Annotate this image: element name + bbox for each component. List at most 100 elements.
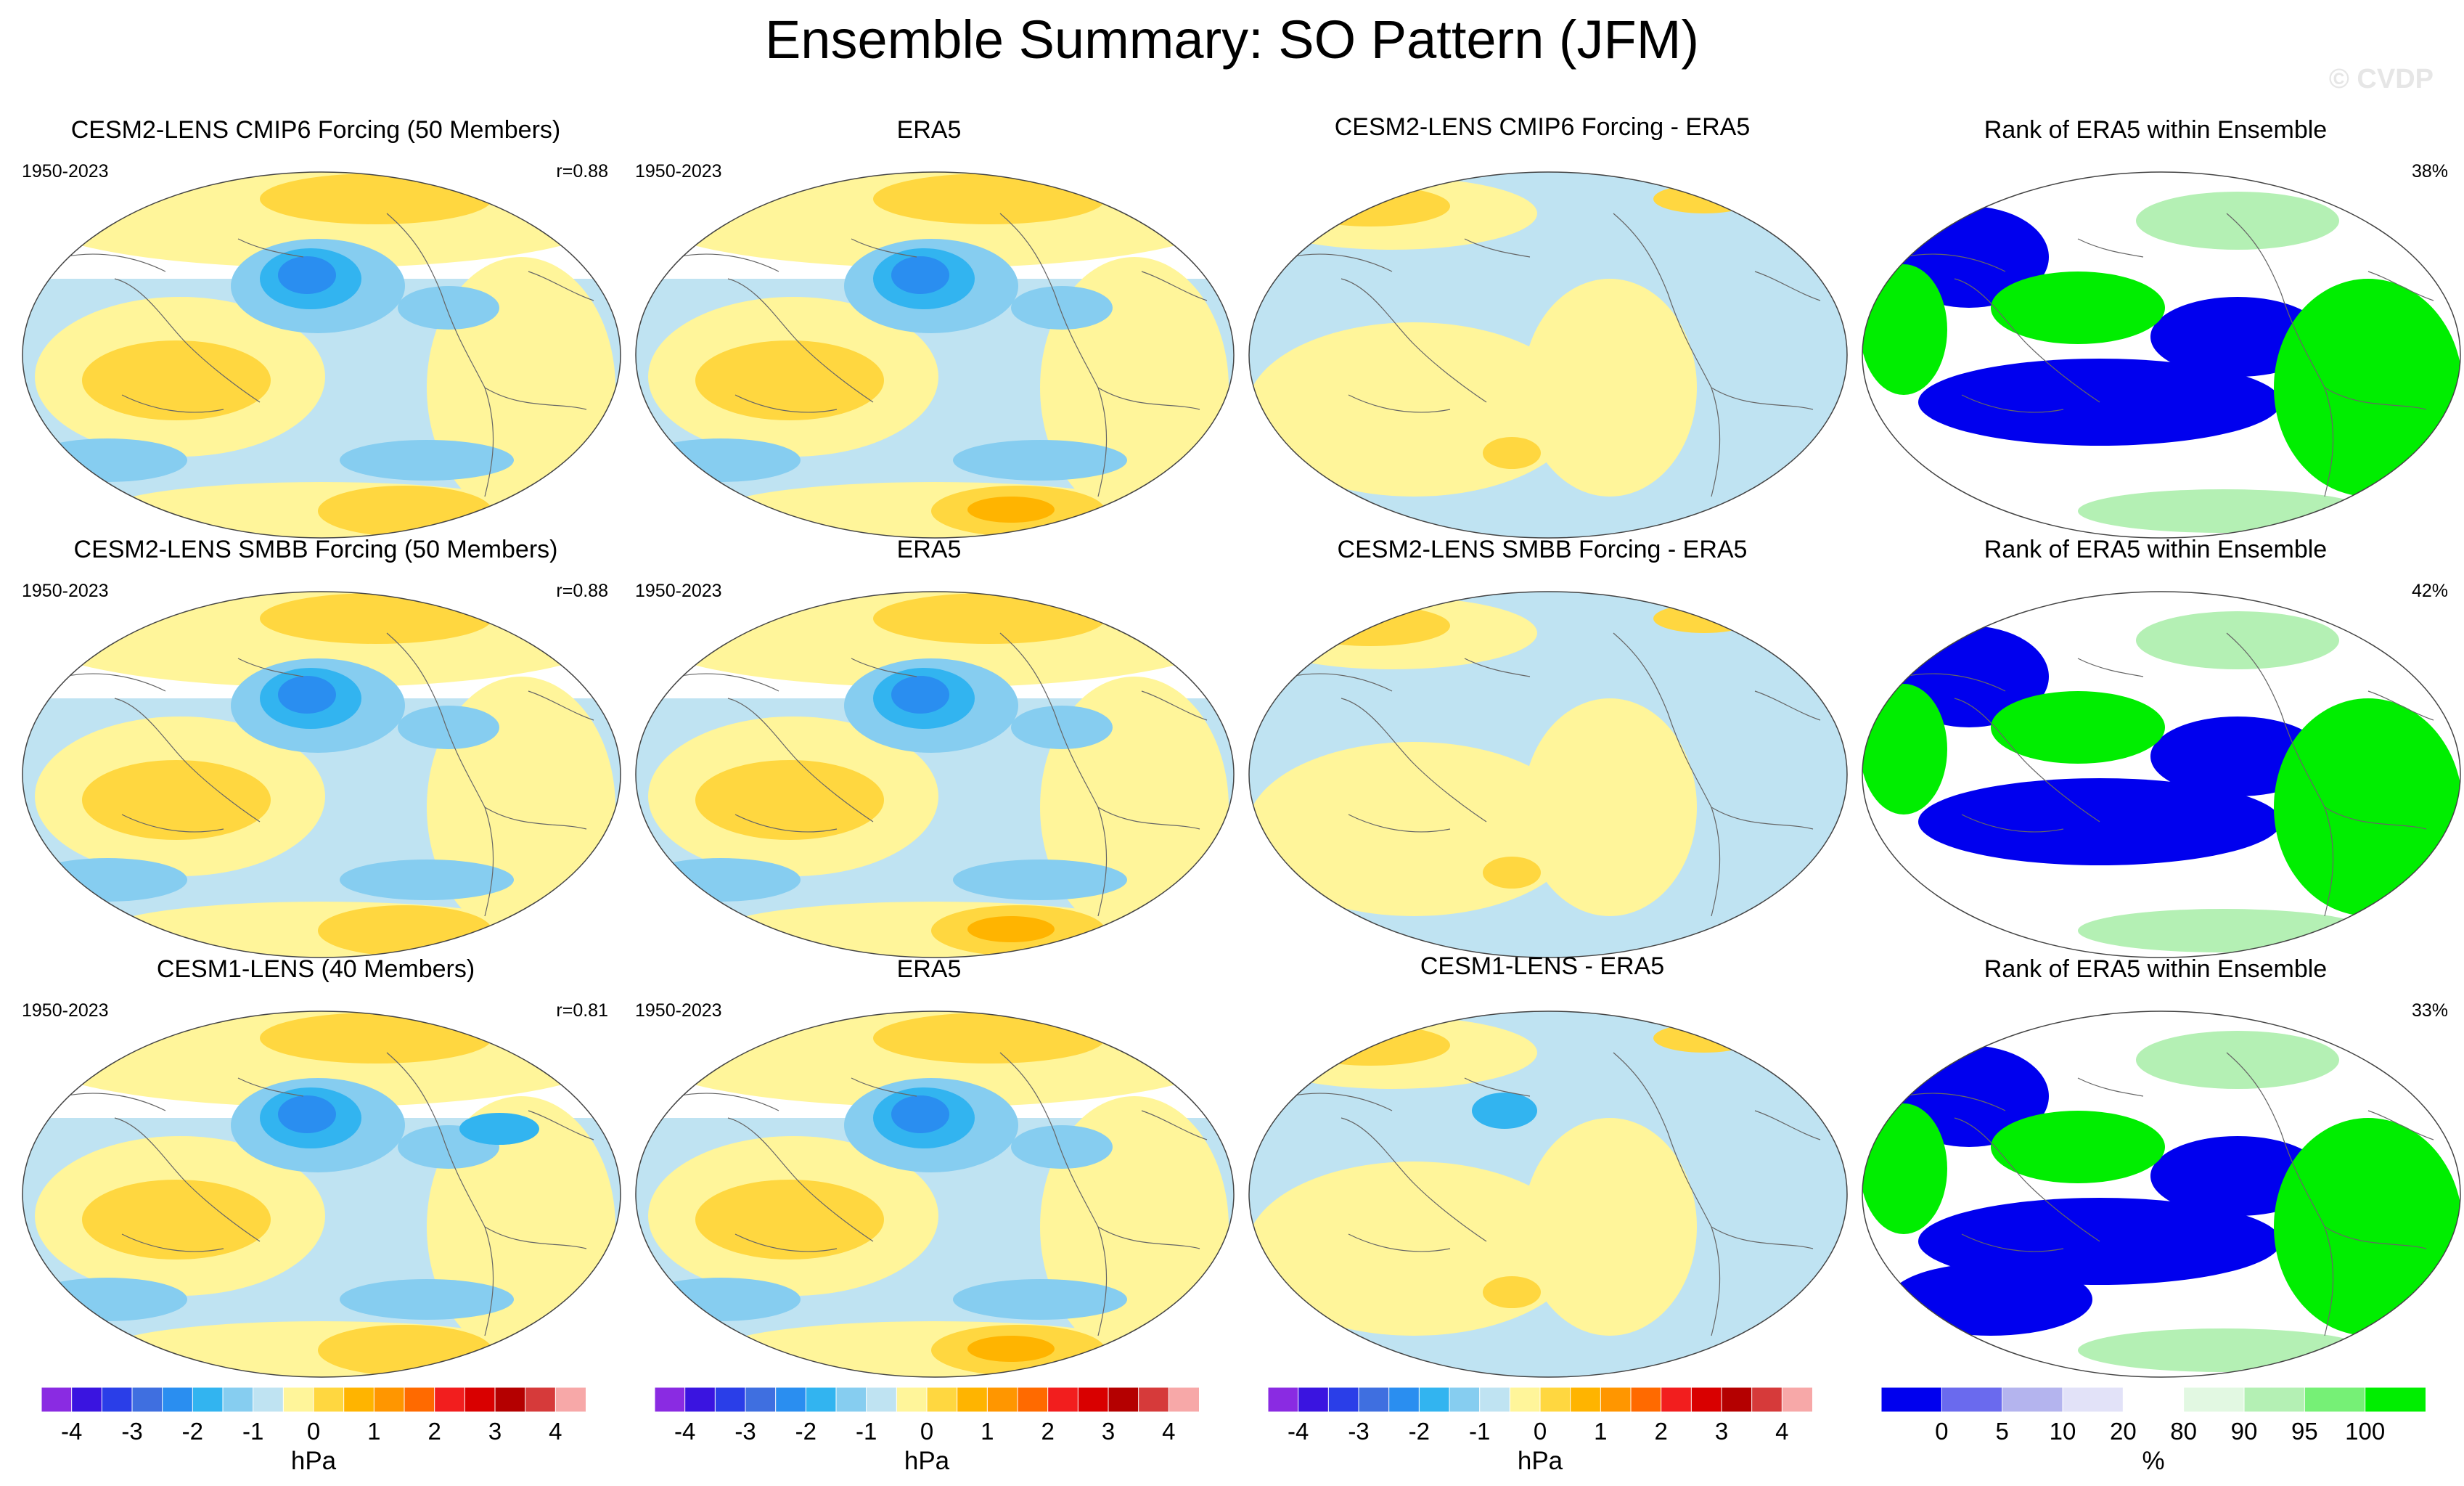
colorbar-swatch — [1327, 1387, 1360, 1413]
rank-percent: 42% — [2411, 581, 2448, 601]
colorbar-swatch — [101, 1387, 134, 1413]
field-region — [641, 858, 801, 902]
colorbar-tick-label: -2 — [181, 1418, 203, 1445]
map-border — [22, 1011, 621, 1378]
colorbar-tick-label: -3 — [121, 1418, 143, 1445]
pattern-correlation: r=0.81 — [556, 1000, 608, 1021]
field-region — [2136, 611, 2339, 669]
field-region — [1290, 186, 1450, 226]
colorbar-unit: hPa — [1517, 1447, 1563, 1475]
field-region — [1011, 1125, 1113, 1169]
panel-rank-row2: Rank of ERA5 within Ensemble 42% — [1854, 536, 2461, 958]
colorbar-tick-label: 20 — [2109, 1418, 2137, 1445]
pattern-correlation: r=0.88 — [556, 161, 608, 181]
colorbar-swatch — [525, 1387, 557, 1413]
colorbar-tick-label: -4 — [674, 1418, 696, 1445]
colorbar-swatch — [1600, 1387, 1632, 1413]
period-label: 1950-2023 — [22, 581, 109, 601]
field-region — [1290, 1025, 1450, 1066]
field-region — [1290, 605, 1450, 646]
field-region — [953, 1279, 1127, 1320]
field-region — [2274, 1118, 2460, 1336]
colorbar-swatch — [162, 1387, 194, 1413]
colorbar-swatch — [1168, 1387, 1199, 1413]
map-border — [1862, 591, 2461, 958]
map-border — [22, 171, 621, 539]
field-region — [82, 1180, 271, 1260]
map-border — [635, 1011, 1235, 1378]
colorbar-tick-label: -1 — [1468, 1418, 1491, 1445]
colorbar-tick-label: 0 — [1935, 1418, 1949, 1445]
colorbar-swatch — [2122, 1387, 2185, 1413]
colorbar-swatch — [684, 1387, 716, 1413]
map-model-row3 — [22, 1011, 621, 1378]
field-region — [1483, 1276, 1541, 1308]
colorbar-tick-label: 3 — [488, 1418, 502, 1445]
map-border — [1862, 1011, 2461, 1378]
colorbar-swatch — [192, 1387, 224, 1413]
field-region — [1862, 684, 1947, 815]
field-region — [82, 760, 271, 840]
colorbar-hpa-model: -4 -3 -2 -1 0 1 2 3 4 hPa — [41, 1387, 622, 1475]
map-border — [1862, 171, 2461, 539]
colorbar-swatch — [253, 1387, 285, 1413]
colorbar-swatch — [1358, 1387, 1390, 1413]
colorbar-swatch — [2183, 1387, 2245, 1413]
field-region — [695, 340, 884, 420]
colorbar-swatch — [131, 1387, 163, 1413]
colorbar-swatch — [957, 1387, 989, 1413]
colorbar-tick-label: 4 — [1775, 1418, 1789, 1445]
colorbar-swatch — [434, 1387, 466, 1413]
field-region — [953, 440, 1127, 481]
panel-title: CESM2-LENS SMBB Forcing - ERA5 — [1337, 536, 1748, 563]
colorbar-swatch — [2062, 1387, 2124, 1413]
panel-title: CESM1-LENS (40 Members) — [156, 955, 475, 983]
colorbar-hpa-obs: -4 -3 -2 -1 0 1 2 3 4 hPa — [655, 1387, 1235, 1475]
field-region — [1011, 706, 1113, 749]
colorbar-tick-label: 3 — [1714, 1418, 1729, 1445]
cvdp-watermark: © CVDP — [2328, 64, 2434, 94]
map-model-row2 — [22, 591, 621, 958]
colorbar-tick-label: 95 — [2291, 1418, 2318, 1445]
panel-model-row3: CESM1-LENS (40 Members) 1950-2023 r=0.81 — [15, 955, 621, 1378]
field-region — [278, 676, 336, 714]
colorbar-swatch — [404, 1387, 435, 1413]
field-region — [82, 340, 271, 420]
panel-title: Rank of ERA5 within Ensemble — [1984, 955, 2328, 983]
field-region — [2274, 698, 2460, 916]
colorbar-swatch — [2304, 1387, 2366, 1413]
colorbar-swatch — [1298, 1387, 1330, 1413]
field-region — [318, 905, 492, 956]
panel-diff-row2: CESM2-LENS SMBB Forcing - ERA5 — [1241, 536, 1848, 958]
colorbar-tick-label: -2 — [1408, 1418, 1430, 1445]
field-region — [260, 173, 492, 224]
field-region — [1523, 1118, 1697, 1336]
map-model-row1 — [22, 171, 621, 539]
field-region — [340, 860, 514, 900]
field-region — [641, 1278, 801, 1321]
panel-title: Rank of ERA5 within Ensemble — [1984, 116, 2328, 144]
field-region — [398, 286, 499, 330]
colorbar-swatch — [1418, 1387, 1450, 1413]
map-border — [1248, 591, 1848, 958]
colorbar-swatch — [1570, 1387, 1602, 1413]
field-region — [459, 1113, 539, 1145]
colorbar-tick-label: 0 — [306, 1418, 321, 1445]
colorbar-swatch — [926, 1387, 958, 1413]
panel-title: CESM1-LENS - ERA5 — [1420, 952, 1665, 980]
colorbar-tick-label: 2 — [1654, 1418, 1668, 1445]
panel-model-row2: CESM2-LENS SMBB Forcing (50 Members) 1950… — [15, 536, 621, 958]
colorbar-tick-label: -3 — [734, 1418, 756, 1445]
field-region — [1862, 264, 1947, 395]
colorbar-swatch — [1017, 1387, 1049, 1413]
colorbar-swatch — [986, 1387, 1019, 1413]
colorbar-swatch — [1539, 1387, 1571, 1413]
field-region — [1889, 1263, 2092, 1336]
colorbar-swatch — [775, 1387, 807, 1413]
colorbar-swatch — [464, 1387, 496, 1413]
panel-diff-row1: CESM2-LENS CMIP6 Forcing - ERA5 — [1241, 113, 1848, 539]
field-region — [1483, 437, 1541, 469]
colorbar-swatch — [655, 1387, 686, 1413]
colorbar-swatch — [714, 1387, 747, 1413]
rank-percent: 33% — [2411, 1000, 2448, 1021]
